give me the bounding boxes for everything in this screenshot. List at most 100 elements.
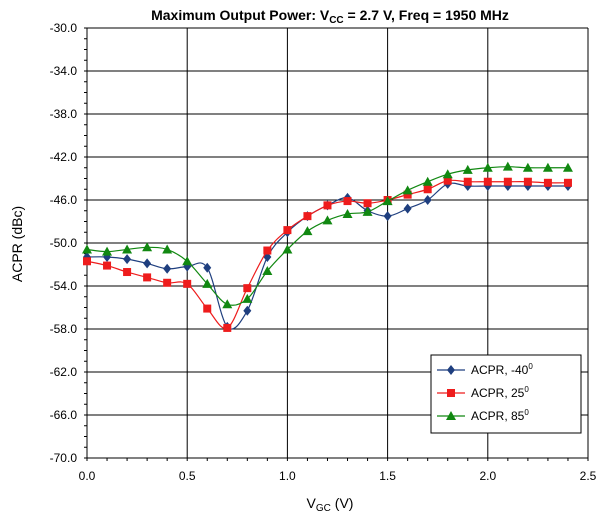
data-point <box>143 258 152 269</box>
data-point <box>423 195 432 205</box>
data-point <box>342 208 353 218</box>
legend-label-degree: 0 <box>524 408 529 417</box>
data-point <box>123 268 132 277</box>
legend-label-degree: 0 <box>524 385 529 394</box>
data-point <box>142 242 153 252</box>
data-point <box>343 197 352 206</box>
data-point <box>283 226 292 235</box>
data-point <box>443 176 452 185</box>
data-point <box>382 196 393 206</box>
data-point <box>143 273 152 282</box>
x-tick-label: 1.5 <box>379 469 396 483</box>
y-tick-label: -70.0 <box>50 451 78 465</box>
data-point <box>482 162 493 172</box>
y-tick-label: -38.0 <box>50 107 78 121</box>
data-point <box>203 262 212 273</box>
x-tick-label: 0.0 <box>79 469 96 483</box>
legend-entry: ACPR, 250 <box>437 385 529 400</box>
x-axis-ticks: 0.0 0.5 1.0 1.5 2.0 2.5 <box>79 469 597 483</box>
series-group <box>82 161 573 332</box>
legend-marker <box>447 365 455 375</box>
data-point <box>102 246 113 256</box>
data-point <box>262 265 273 275</box>
legend-entry: ACPR, -400 <box>437 362 533 377</box>
y-tick-label: -62.0 <box>50 365 78 379</box>
data-point <box>403 190 412 199</box>
legend-label-name: ACPR, 25 <box>471 386 525 400</box>
y-tick-label: -66.0 <box>50 408 78 422</box>
y-tick-label: -46.0 <box>50 193 78 207</box>
x-axis-title-subscript: GC <box>316 503 331 514</box>
data-point <box>182 256 193 266</box>
legend-label-degree: 0 <box>528 362 533 371</box>
data-point <box>422 176 433 186</box>
y-tick-label: -34.0 <box>50 64 78 78</box>
data-point <box>543 178 552 187</box>
data-point <box>402 185 413 195</box>
data-point <box>383 211 392 222</box>
x-tick-label: 2.5 <box>580 469 597 483</box>
data-point <box>563 178 572 187</box>
x-axis-title-suffix: (V) <box>331 495 354 511</box>
data-point <box>123 254 132 265</box>
data-point <box>523 177 532 186</box>
data-point <box>502 161 513 171</box>
series-1 <box>83 176 572 332</box>
legend-marker <box>447 389 455 397</box>
data-point <box>522 162 533 172</box>
y-axis-ticks: -30.0 -34.0 -38.0 -42.0 -46.0 -50.0 -54.0 -58.0… <box>50 21 78 465</box>
title-suffix: = 2.7 V, Freq = 1950 MHz <box>344 7 509 23</box>
data-point <box>122 244 133 254</box>
data-point <box>82 244 92 254</box>
chart-title: Maximum Output Power: VCC = 2.7 V, Freq … <box>151 7 509 26</box>
y-axis-title: ACPR (dBc) <box>9 206 25 282</box>
data-point <box>423 185 432 194</box>
data-point <box>323 201 332 210</box>
legend-label: ACPR, 250 <box>471 385 529 400</box>
data-point <box>302 226 313 236</box>
data-point <box>163 263 172 274</box>
x-tick-label: 2.0 <box>479 469 496 483</box>
data-point <box>463 177 472 186</box>
data-point <box>162 244 173 254</box>
data-point <box>203 304 212 313</box>
legend-label-name: ACPR, -40 <box>471 363 529 377</box>
data-point <box>242 293 253 303</box>
data-point <box>223 323 232 332</box>
title-subscript: CC <box>329 15 343 26</box>
y-tick-label: -50.0 <box>50 236 78 250</box>
data-point <box>542 162 553 172</box>
data-point <box>103 261 112 270</box>
data-point <box>83 257 91 266</box>
data-point <box>362 206 373 216</box>
data-point <box>403 203 412 214</box>
legend-label: ACPR, 850 <box>471 408 529 423</box>
data-point <box>282 244 293 254</box>
data-point <box>163 278 172 287</box>
legend-marker <box>446 411 456 420</box>
legend-label: ACPR, -400 <box>471 362 533 377</box>
data-point <box>222 299 233 309</box>
title-prefix: Maximum Output Power: V <box>151 7 330 23</box>
data-point <box>263 246 272 255</box>
y-tick-label: -58.0 <box>50 322 78 336</box>
data-point <box>503 177 512 186</box>
data-point <box>202 278 213 288</box>
legend-label-name: ACPR, 85 <box>471 409 525 423</box>
series-2 <box>82 161 573 309</box>
x-axis-title-main: V <box>307 495 317 511</box>
data-point <box>243 284 252 293</box>
legend-entry: ACPR, 850 <box>437 408 529 423</box>
data-point <box>322 215 333 225</box>
x-tick-label: 0.5 <box>179 469 196 483</box>
data-point <box>363 199 372 208</box>
y-tick-label: -42.0 <box>50 150 78 164</box>
y-tick-label: -30.0 <box>50 21 78 35</box>
x-axis-title: VGC (V) <box>307 495 354 514</box>
legend-box <box>430 354 582 434</box>
data-point <box>243 305 252 316</box>
data-point <box>462 164 473 174</box>
